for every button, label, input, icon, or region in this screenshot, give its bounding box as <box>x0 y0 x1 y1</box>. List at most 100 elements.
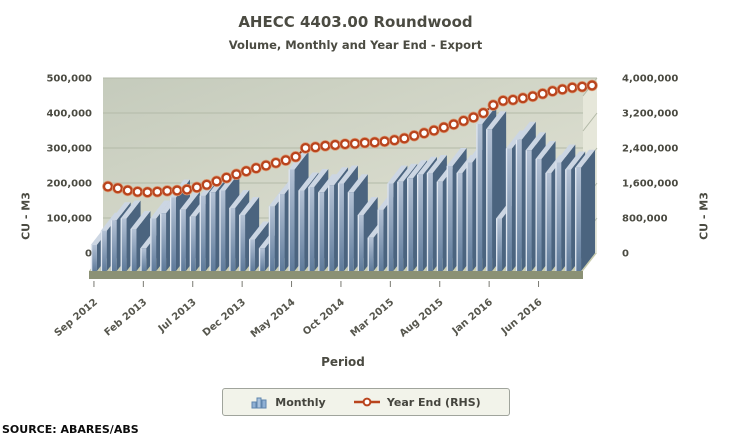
marker-halo <box>457 115 470 127</box>
marker <box>428 125 440 136</box>
marker <box>231 169 242 180</box>
marker <box>211 176 222 187</box>
marker <box>191 182 202 193</box>
marker <box>547 86 558 97</box>
right-tick-label: 4,000,000 <box>622 74 678 85</box>
marker <box>458 115 469 126</box>
right-axis-labels: 0 800,000 1,600,000 2,400,000 3,200,000 4,000… <box>622 74 678 260</box>
left-tick-label: 400,000 <box>46 109 92 120</box>
left-tick-label: 100,000 <box>46 214 92 225</box>
marker <box>478 107 489 119</box>
gridline <box>582 112 598 132</box>
marker-halo <box>220 172 233 184</box>
right-tick-label: 1,600,000 <box>622 179 678 190</box>
marker <box>537 88 548 99</box>
right-tick-label: 0 <box>622 249 629 260</box>
marker-halo <box>448 118 460 131</box>
marker <box>349 138 360 149</box>
marker <box>389 135 400 146</box>
marker <box>260 160 272 171</box>
marker <box>340 139 351 150</box>
marker-halo <box>289 151 302 163</box>
marker <box>379 136 390 147</box>
monthly-bars-series <box>90 106 596 271</box>
chart-subtitle: Volume, Monthly and Year End - Export <box>228 38 483 52</box>
right-tick-label: 3,200,000 <box>622 109 678 120</box>
marker <box>438 122 449 133</box>
marker <box>419 128 430 139</box>
left-tick-label: 500,000 <box>46 74 92 85</box>
marker-halo <box>201 179 213 191</box>
marker <box>587 80 598 91</box>
x-axis-labels: Sep 2012 Feb 2013 Jul 2013 Dec 2013 May 2014… <box>53 281 545 340</box>
marker-halo <box>487 99 499 111</box>
legend-label-year-end: Year End (RHS) <box>386 395 481 409</box>
right-tick-label: 800,000 <box>622 214 668 225</box>
left-tick-label: 200,000 <box>46 179 92 190</box>
marker-halo <box>210 175 223 187</box>
legend-label-monthly: Monthly <box>275 395 326 409</box>
marker <box>557 84 568 95</box>
marker <box>567 82 578 93</box>
left-tick-label: 300,000 <box>46 144 92 155</box>
marker <box>468 112 479 123</box>
marker <box>221 172 232 183</box>
x-tick-label: Aug 2015 <box>398 297 446 340</box>
x-tick-label: May 2014 <box>249 297 298 340</box>
x-tick-label: Mar 2015 <box>349 297 397 339</box>
left-tick-label: 0 <box>85 249 92 260</box>
marker <box>112 183 123 194</box>
right-tick-label: 2,400,000 <box>622 144 678 155</box>
marker-halo <box>477 107 490 119</box>
marker <box>507 94 519 105</box>
marker <box>122 185 133 196</box>
marker <box>577 81 588 92</box>
marker <box>409 130 420 141</box>
marker <box>132 186 143 197</box>
marker <box>448 119 459 130</box>
marker <box>102 181 113 192</box>
x-tick-label: Dec 2013 <box>201 297 248 339</box>
marker-halo <box>280 154 292 166</box>
marker <box>498 95 509 106</box>
marker <box>201 179 212 190</box>
marker <box>517 93 528 104</box>
marker <box>399 133 410 144</box>
marker <box>320 140 331 151</box>
marker <box>330 139 341 150</box>
marker <box>172 185 183 196</box>
marker <box>527 91 538 102</box>
marker <box>280 155 291 166</box>
marker-halo <box>586 79 598 92</box>
x-tick-label: Jul 2013 <box>156 297 199 335</box>
marker <box>162 185 173 196</box>
marker <box>142 187 153 198</box>
year-end-line-icon <box>353 397 380 407</box>
marker <box>369 137 380 148</box>
x-tick-label: Sep 2012 <box>53 297 100 339</box>
x-axis-title: Period <box>321 355 365 369</box>
marker <box>488 100 499 111</box>
bar <box>575 149 596 271</box>
marker <box>310 142 321 153</box>
x-tick-label: Oct 2014 <box>301 297 347 338</box>
x-tick-label: Feb 2013 <box>103 297 150 339</box>
x-tick-label: Jan 2016 <box>450 297 495 338</box>
marker <box>290 151 301 162</box>
marker <box>270 157 281 168</box>
legend: Monthly Year End (RHS) <box>222 388 510 416</box>
source-note: SOURCE: ABARES/ABS <box>2 423 139 436</box>
monthly-bars-icon <box>251 397 267 409</box>
marker <box>152 186 163 197</box>
year-end-markers <box>102 79 598 198</box>
marker <box>251 163 262 174</box>
marker <box>359 137 370 148</box>
x-tick-label: Jun 2016 <box>499 297 545 338</box>
legend-item-monthly[interactable]: Monthly <box>251 395 326 409</box>
marker <box>300 142 311 154</box>
chart-title: AHECC 4403.00 Roundwood <box>238 13 473 31</box>
marker-halo <box>467 111 480 124</box>
legend-item-year-end[interactable]: Year End (RHS) <box>353 395 481 409</box>
